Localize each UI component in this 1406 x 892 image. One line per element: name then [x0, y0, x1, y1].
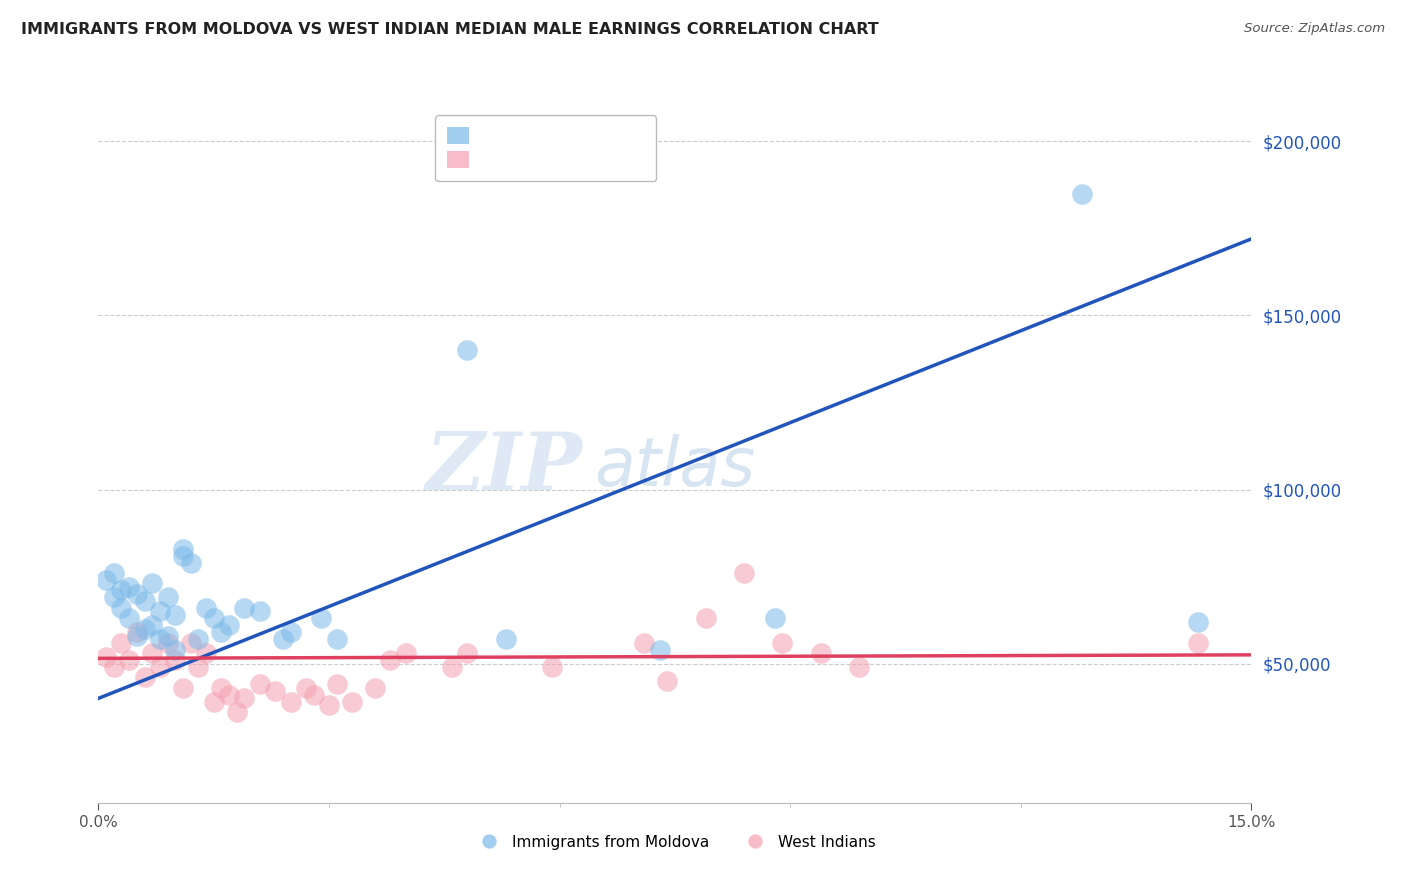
Point	[141, 576, 163, 591]
Point	[380, 653, 402, 667]
Point	[195, 646, 218, 660]
Point	[395, 646, 418, 660]
Point	[648, 642, 671, 657]
Point	[1071, 186, 1094, 201]
Point	[180, 635, 202, 649]
Point	[633, 635, 655, 649]
Point	[125, 587, 148, 601]
Point	[456, 343, 478, 358]
Point	[209, 625, 232, 640]
Point	[149, 604, 172, 618]
Point	[325, 677, 347, 691]
Point	[156, 635, 179, 649]
Point	[218, 618, 240, 632]
Point	[110, 583, 132, 598]
Point	[180, 556, 202, 570]
Point	[280, 625, 302, 640]
Point	[249, 604, 271, 618]
Text: R = 0.032: R = 0.032	[465, 166, 548, 184]
Point	[94, 649, 117, 664]
Point	[172, 681, 194, 695]
Point	[202, 611, 225, 625]
Point	[218, 688, 240, 702]
Point	[156, 629, 179, 643]
Point	[1187, 615, 1209, 629]
Text: R = 0.789: R = 0.789	[465, 125, 548, 143]
Point	[209, 681, 232, 695]
Point	[141, 646, 163, 660]
Point	[657, 673, 679, 688]
Point	[149, 660, 172, 674]
Point	[134, 594, 156, 608]
Point	[295, 681, 318, 695]
Point	[772, 635, 794, 649]
Text: ZIP: ZIP	[426, 429, 582, 506]
Point	[733, 566, 755, 580]
Point	[848, 660, 870, 674]
Point	[94, 573, 117, 587]
Legend: Immigrants from Moldova, West Indians: Immigrants from Moldova, West Indians	[468, 829, 882, 855]
Point	[172, 549, 194, 563]
Point	[1187, 635, 1209, 649]
Point	[280, 695, 302, 709]
Point	[364, 681, 387, 695]
Point	[187, 660, 209, 674]
Point	[233, 600, 256, 615]
Point	[695, 611, 717, 625]
Point	[541, 660, 564, 674]
Point	[311, 611, 333, 625]
Text: N = 39: N = 39	[540, 125, 598, 143]
Point	[103, 591, 125, 605]
Point	[340, 695, 363, 709]
Point	[110, 635, 132, 649]
Point	[118, 611, 141, 625]
Point	[125, 625, 148, 640]
Point	[318, 698, 340, 713]
Point	[456, 646, 478, 660]
Text: Source: ZipAtlas.com: Source: ZipAtlas.com	[1244, 22, 1385, 36]
Point	[195, 600, 218, 615]
Point	[134, 671, 156, 685]
Point	[202, 695, 225, 709]
Text: N = 41: N = 41	[540, 166, 598, 184]
Point	[103, 660, 125, 674]
Point	[763, 611, 786, 625]
Point	[440, 660, 463, 674]
Point	[187, 632, 209, 647]
Point	[149, 632, 172, 647]
Point	[325, 632, 347, 647]
Point	[225, 706, 247, 720]
Point	[495, 632, 517, 647]
Point	[302, 688, 325, 702]
Point	[141, 618, 163, 632]
Point	[165, 653, 187, 667]
Point	[165, 642, 187, 657]
Point	[125, 629, 148, 643]
Point	[103, 566, 125, 580]
Text: IMMIGRANTS FROM MOLDOVA VS WEST INDIAN MEDIAN MALE EARNINGS CORRELATION CHART: IMMIGRANTS FROM MOLDOVA VS WEST INDIAN M…	[21, 22, 879, 37]
Point	[118, 653, 141, 667]
Point	[134, 622, 156, 636]
Point	[810, 646, 832, 660]
Point	[156, 591, 179, 605]
Point	[271, 632, 294, 647]
Text: atlas: atlas	[595, 434, 755, 500]
Point	[165, 607, 187, 622]
Point	[264, 684, 287, 698]
Point	[172, 541, 194, 556]
Point	[233, 691, 256, 706]
Point	[118, 580, 141, 594]
Point	[249, 677, 271, 691]
Point	[110, 600, 132, 615]
